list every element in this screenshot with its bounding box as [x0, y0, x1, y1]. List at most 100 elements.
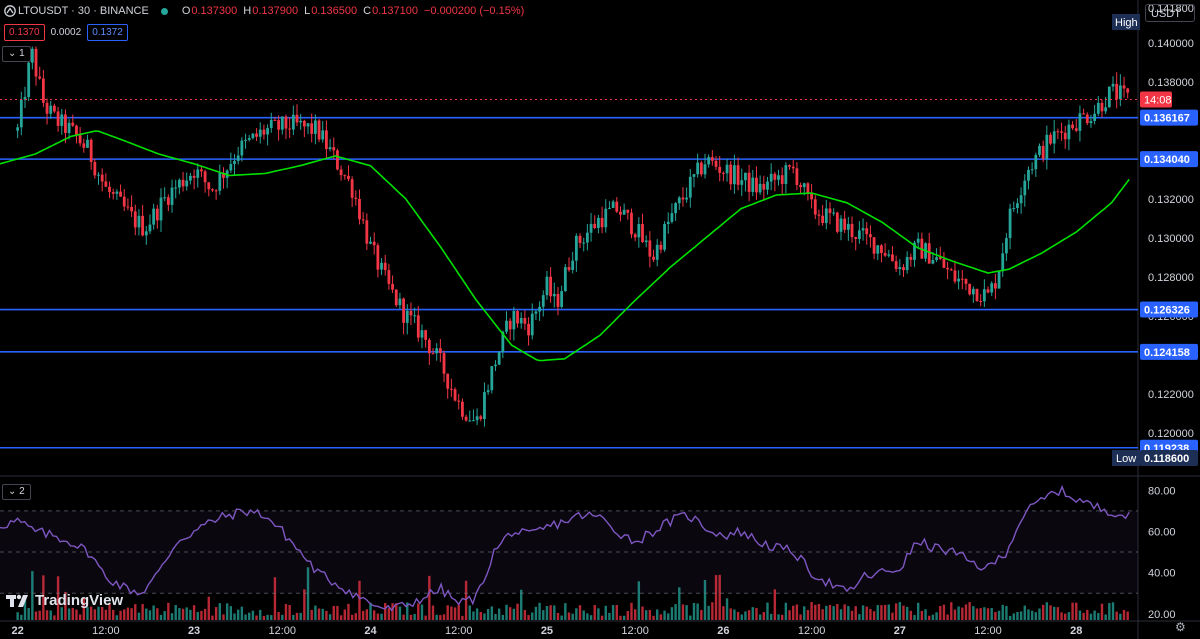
candle-body [795, 168, 799, 185]
candle [766, 176, 769, 195]
candle-body [600, 217, 604, 228]
candle [325, 120, 328, 159]
candle-body [578, 235, 582, 243]
candle [369, 236, 372, 245]
price-tick-label-cutoff: 0.141800 [1148, 3, 1194, 15]
candle-body [942, 258, 946, 268]
candle [38, 66, 42, 80]
candle-body [791, 166, 795, 169]
candle-body [1100, 102, 1104, 112]
candle [181, 171, 185, 192]
candle [402, 297, 405, 335]
volume-bar [152, 605, 155, 620]
candle [883, 243, 887, 257]
candle-body [479, 416, 483, 419]
candle [321, 121, 325, 143]
candle-body [394, 289, 398, 306]
volume-bar [979, 608, 982, 620]
volume-bar [567, 612, 571, 620]
volume-bar [674, 604, 677, 620]
volume-bar [975, 608, 979, 620]
candle [824, 199, 828, 230]
candle-body [1115, 83, 1119, 100]
candle [593, 215, 597, 230]
candle [82, 138, 86, 153]
candle-body [964, 278, 968, 284]
candle-body [799, 184, 802, 188]
volume-bar [942, 604, 946, 620]
candle-body [688, 176, 692, 198]
candle-body [1023, 180, 1027, 196]
volume-bar [295, 612, 299, 620]
candle [880, 244, 883, 263]
volume-bar [262, 615, 266, 620]
candle [681, 187, 685, 207]
candle [791, 159, 795, 174]
volume-bar [317, 608, 321, 620]
candle-body [295, 114, 299, 123]
volume-bar [413, 613, 416, 620]
volume-bar [821, 609, 824, 620]
volume-bar [391, 603, 394, 620]
volume-bar [211, 615, 214, 620]
candle-body [733, 165, 736, 185]
volume-bar [196, 611, 199, 620]
bid-button[interactable]: 0.1370 [4, 24, 45, 41]
candle [475, 408, 479, 426]
candle [659, 241, 663, 254]
pane-2-toggle[interactable]: ⌄ 2 [2, 484, 31, 500]
candle [585, 224, 589, 251]
candle [685, 187, 689, 203]
volume-bar [384, 603, 387, 620]
candle [527, 317, 530, 346]
time-axis-label: 12:00 [798, 625, 826, 637]
candle-body [810, 193, 813, 200]
settings-gear-icon[interactable]: ⚙ [1175, 620, 1186, 634]
tradingview-logo[interactable]: TradingView [6, 592, 123, 609]
volume-bar [358, 580, 361, 620]
candle [133, 204, 137, 236]
candle-body [321, 130, 325, 140]
volume-bar [1078, 610, 1082, 620]
volume-bar [990, 608, 993, 620]
candle-body [141, 215, 145, 236]
candle-body [659, 244, 663, 250]
candle [552, 282, 556, 308]
currency-selector[interactable]: USDT [1145, 4, 1195, 22]
candle [438, 339, 442, 363]
symbol-legend[interactable]: LTOUSDT · 30 · BINANCE O 0.137300 H 0.13… [4, 3, 530, 19]
volume-bar [1008, 615, 1012, 620]
symbol-title[interactable]: LTOUSDT · 30 · BINANCE [18, 5, 149, 17]
pane-1-toggle[interactable]: ⌄ 1 [2, 46, 31, 62]
volume-bar [350, 614, 354, 620]
volume-bar [225, 603, 229, 620]
candle-body [615, 201, 619, 212]
candle-body [266, 128, 269, 135]
volume-bar [534, 606, 538, 620]
candle-body [1089, 120, 1093, 124]
candle [409, 302, 413, 326]
volume-bar [31, 571, 34, 620]
volume-bar [707, 605, 710, 620]
candle [490, 365, 494, 394]
chevron-down-icon: ⌄ [8, 48, 17, 59]
candle-body [497, 351, 501, 365]
candle-body [604, 208, 608, 228]
ask-button[interactable]: 0.1372 [87, 24, 128, 41]
candle [273, 116, 277, 121]
candle-body [100, 174, 104, 182]
candle [608, 201, 611, 210]
candle-body [857, 230, 861, 239]
candle-body [269, 119, 273, 129]
candle [251, 133, 255, 140]
volume-bar [508, 607, 512, 620]
volume-bar [659, 614, 663, 620]
volume-bar [641, 606, 644, 620]
volume-bar [817, 603, 821, 620]
volume-bar [571, 613, 574, 620]
candle-body [891, 254, 894, 262]
volume-bar [82, 597, 86, 620]
